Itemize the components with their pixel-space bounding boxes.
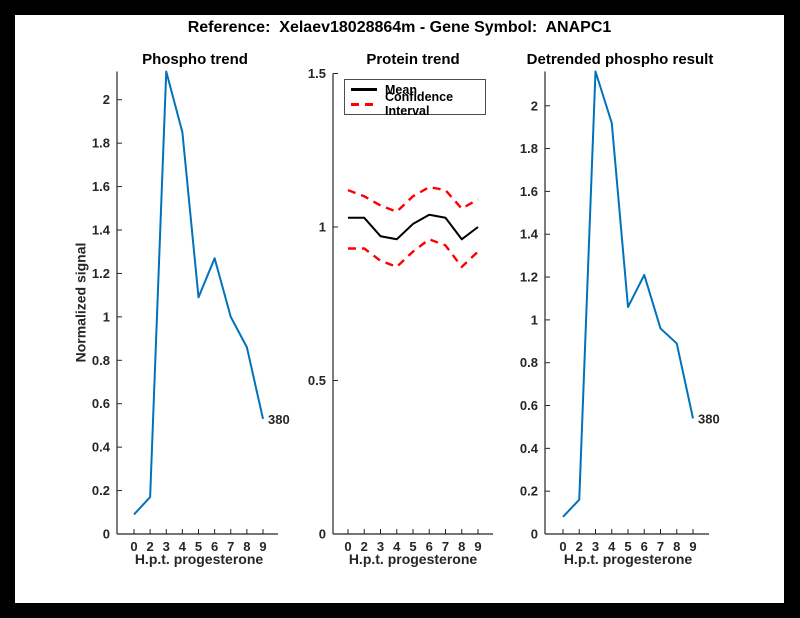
mean-line — [348, 213, 479, 241]
tick-label: 1 — [531, 312, 538, 327]
tick-label: 0.2 — [92, 483, 110, 498]
tick-label: 9 — [474, 539, 481, 554]
tick-label: 0.4 — [520, 441, 539, 456]
tick-label: 4 — [608, 539, 616, 554]
tick-label: 5 — [195, 539, 202, 554]
tick-label: 0.5 — [308, 373, 326, 388]
tick-label: 9 — [259, 539, 266, 554]
tick-label: 6 — [641, 539, 648, 554]
confidence-upper-line — [347, 185, 479, 213]
tick-label: 1.4 — [520, 227, 539, 242]
phospho-signal-line — [133, 70, 264, 516]
figure-title: Reference: Xelaev18028864m - Gene Symbol… — [187, 19, 612, 36]
tick-label: 8 — [243, 539, 250, 554]
tick-label: 5 — [624, 539, 631, 554]
subplot-protein-title: Protein trend — [366, 51, 460, 68]
tick-label: 6 — [211, 539, 218, 554]
tick-label: 0 — [344, 539, 351, 554]
x-axis-label-phospho: H.p.t. progesterone — [134, 551, 264, 567]
tick-label: 3 — [592, 539, 599, 554]
tick-label: 1.2 — [520, 270, 538, 285]
tick-label: 0 — [130, 539, 137, 554]
detrended-phospho-line — [562, 70, 694, 518]
tick-label: 2 — [531, 98, 538, 113]
tick-label: 2 — [147, 539, 154, 554]
tick-label: 0 — [559, 539, 566, 554]
legend-label-mean: Mean — [385, 82, 417, 97]
tick-label: 3 — [163, 539, 170, 554]
subplot-detrended-title: Detrended phospho result — [526, 51, 714, 68]
tick-label: 0.4 — [92, 440, 111, 455]
tick-label: 5 — [409, 539, 416, 554]
tick-label: 8 — [458, 539, 465, 554]
tick-label: 3 — [377, 539, 384, 554]
tick-label: 2 — [576, 539, 583, 554]
tick-label: 1 — [319, 220, 326, 235]
tick-label: 8 — [673, 539, 680, 554]
tick-label: 2 — [361, 539, 368, 554]
series-end-annotation: 380 — [268, 412, 290, 427]
tick-label: 1.2 — [92, 266, 110, 281]
tick-label: 1 — [103, 309, 110, 324]
x-axis-label-detrended: H.p.t. progesterone — [563, 551, 693, 567]
tick-label: 0.2 — [520, 484, 538, 499]
tick-label: 7 — [227, 539, 234, 554]
subplot-phospho-title: Phospho trend — [142, 51, 248, 68]
tick-label: 1.6 — [92, 179, 110, 194]
tick-label: 6 — [426, 539, 433, 554]
tick-label: 1.6 — [520, 184, 538, 199]
tick-label: 4 — [393, 539, 401, 554]
tick-label: 1.4 — [92, 223, 111, 238]
legend: Mean Confidence Interval — [344, 79, 486, 118]
tick-label: 2 — [103, 92, 110, 107]
legend-label-confidence-interval: Confidence Interval — [385, 90, 454, 119]
x-axis-label-protein: H.p.t. progesterone — [348, 551, 478, 567]
tick-label: 0.6 — [92, 396, 110, 411]
y-axis-label: Normalized signal — [72, 242, 89, 363]
tick-label: 0 — [531, 527, 538, 542]
tick-label: 7 — [442, 539, 449, 554]
tick-label: 4 — [179, 539, 187, 554]
tick-label: 0 — [103, 527, 110, 542]
tick-label: 0.8 — [520, 355, 538, 370]
tick-label: 0.6 — [520, 398, 538, 413]
tick-label: 1.8 — [520, 141, 538, 156]
legend-row-confidence-interval: Confidence Interval — [351, 90, 479, 118]
confidence-lower-line — [348, 238, 479, 269]
tick-label: 0.8 — [92, 353, 110, 368]
series-end-annotation: 380 — [698, 411, 720, 426]
mean-line-swatch — [351, 88, 377, 91]
tick-label: 0 — [319, 527, 326, 542]
tick-label: 7 — [657, 539, 664, 554]
tick-label: 1.5 — [308, 66, 326, 81]
tick-label: 1.8 — [92, 136, 110, 151]
confidence-interval-line-swatch — [351, 103, 377, 106]
tick-label: 9 — [689, 539, 696, 554]
legend-row-mean: Mean — [351, 83, 479, 97]
